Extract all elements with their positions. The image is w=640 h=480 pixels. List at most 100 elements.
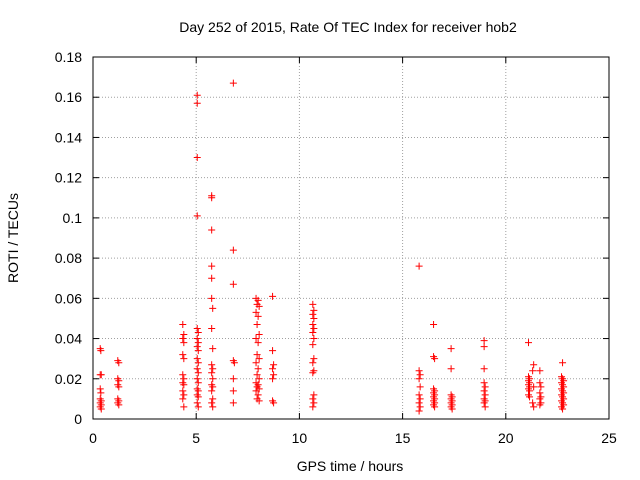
data-point [447,365,455,373]
data-point [194,403,202,411]
data-point [194,379,202,387]
data-point [230,359,238,367]
data-point [194,329,202,337]
data-point [559,359,567,367]
data-point [536,389,544,397]
data-point [430,320,438,328]
data-point [309,369,317,377]
data-point [193,375,201,383]
data-point [254,391,262,399]
y-tick-label: 0.14 [55,129,82,145]
data-point [255,331,263,339]
data-point [229,399,237,407]
data-point [229,280,237,288]
data-point [97,389,105,397]
data-point [115,383,123,391]
data-point [480,399,488,407]
data-point [180,391,188,399]
data-point [180,403,188,411]
data-point [179,371,187,379]
y-tick-label: 0 [74,411,82,427]
data-point [208,294,216,302]
data-point [180,331,188,339]
data-points [96,79,568,415]
data-point [115,401,123,409]
data-point [255,302,263,310]
data-point [270,371,278,379]
data-point [97,405,105,413]
data-point [255,375,263,383]
data-point [559,405,567,413]
x-tick-label: 0 [89,430,97,446]
data-point [193,399,201,407]
data-point [416,371,424,379]
x-tick-label: 20 [498,430,514,446]
data-point [193,365,201,373]
data-point [255,355,263,363]
data-point [536,395,544,403]
data-point [252,308,260,316]
data-point [96,385,104,393]
data-point [309,320,317,328]
data-point [194,359,202,367]
chart-title: Day 252 of 2015, Rate Of TEC Index for r… [179,19,517,35]
data-point [208,226,216,234]
data-point [194,347,202,355]
data-point [194,393,202,401]
data-point [208,369,216,377]
data-point [193,355,201,363]
data-point [209,403,217,411]
data-point [255,397,263,405]
data-point [180,355,188,363]
data-point [208,194,216,202]
data-point [529,367,537,375]
data-point [229,79,237,87]
data-point [194,339,202,347]
data-point [310,314,318,322]
data-point [179,351,187,359]
data-point [269,365,277,373]
data-point [530,383,538,391]
data-point [179,395,187,403]
data-point [529,399,537,407]
data-point [254,312,262,320]
data-point [309,359,317,367]
data-point [229,246,237,254]
data-point [254,365,262,373]
y-axis-label: ROTI / TECUs [5,193,21,283]
data-point [270,399,278,407]
data-point [193,343,201,351]
data-point [209,345,217,353]
x-tick-label: 15 [395,430,411,446]
data-point [209,375,217,383]
data-point [310,306,318,314]
data-point [526,393,534,401]
data-point [193,91,201,99]
data-point [530,361,538,369]
data-point [431,355,439,363]
data-point [208,262,216,270]
data-point [310,325,318,332]
data-point [537,383,545,391]
data-point [209,365,217,373]
y-tick-label: 0.16 [55,89,82,105]
data-point [536,401,544,409]
data-point [97,347,105,355]
data-point [310,335,318,343]
data-point [208,274,216,282]
data-point [269,375,277,383]
data-point [416,395,424,403]
grid-lines [93,57,609,419]
data-point [530,403,538,411]
data-point [480,365,488,373]
data-point [309,300,317,308]
data-point [415,407,423,415]
data-point [252,335,260,343]
data-point [193,335,201,343]
data-point [270,361,278,369]
data-point [309,310,317,318]
data-point [254,296,262,304]
data-point [416,383,424,391]
data-point [481,391,489,399]
data-point [208,325,216,332]
